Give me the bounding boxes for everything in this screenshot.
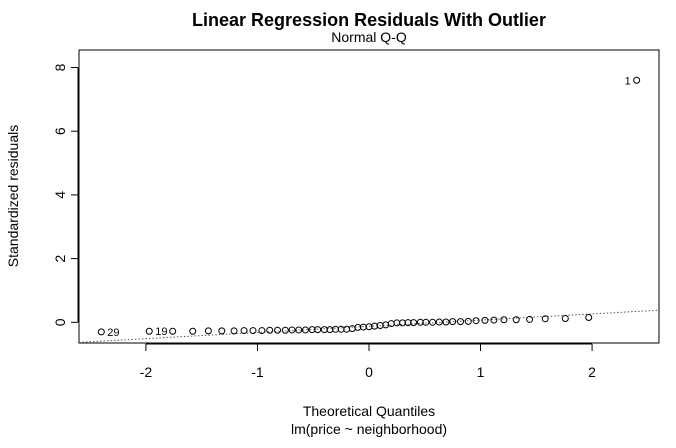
- y-axis: 0 2 4 6 8: [52, 63, 79, 326]
- data-point: [387, 320, 395, 328]
- data-point: [295, 326, 303, 334]
- data-point: [442, 318, 450, 326]
- x-axis-label: Theoretical Quantiles: [303, 403, 435, 419]
- point-label: 19: [155, 326, 167, 338]
- data-point: [541, 315, 549, 323]
- data-point: [258, 327, 266, 335]
- data-point: [464, 317, 472, 325]
- reference-line-group: [78, 309, 660, 343]
- data-point: [410, 319, 418, 327]
- y-tick-label: 4: [52, 191, 68, 199]
- y-axis-label: Standardized residuals: [5, 125, 21, 267]
- point-label: 1: [625, 75, 631, 87]
- x-tick-label: 1: [477, 364, 485, 380]
- data-point: [526, 315, 534, 323]
- y-tick-label: 2: [52, 255, 68, 263]
- data-point: [169, 327, 177, 335]
- data-point: [97, 328, 105, 336]
- data-point: [266, 326, 274, 334]
- data-point: [281, 326, 289, 334]
- data-point: [348, 325, 356, 333]
- y-tick-label: 6: [52, 127, 68, 135]
- qq-reference-line: [78, 309, 660, 343]
- data-point: [145, 327, 153, 335]
- plot-frame: [78, 49, 660, 344]
- data-point: [435, 318, 443, 326]
- data-point: [633, 76, 641, 84]
- data-point: [301, 326, 309, 334]
- data-point: [422, 318, 430, 326]
- data-points: 29 19 1: [97, 75, 641, 339]
- data-point: [500, 316, 508, 324]
- data-point: [189, 327, 197, 335]
- chart-subtitle: Normal Q-Q: [331, 29, 407, 45]
- x-tick-label: -1: [251, 364, 264, 380]
- data-point: [449, 318, 457, 326]
- data-point: [288, 326, 296, 334]
- x-tick-label: 2: [588, 364, 596, 380]
- data-point: [204, 327, 212, 335]
- x-axis-sublabel: lm(price ~ neighborhood): [291, 421, 447, 437]
- chart-title: Linear Regression Residuals With Outlier: [192, 10, 546, 30]
- y-tick-label: 8: [52, 63, 68, 71]
- data-point: [429, 318, 437, 326]
- data-point: [456, 318, 464, 326]
- data-point: [561, 314, 569, 322]
- data-point: [512, 316, 520, 324]
- point-label: 29: [107, 327, 119, 339]
- data-point: [585, 314, 593, 322]
- x-tick-label: 0: [365, 364, 373, 380]
- data-point: [490, 316, 498, 324]
- data-point: [249, 327, 257, 335]
- data-point: [472, 317, 480, 325]
- data-point: [481, 316, 489, 324]
- data-point: [314, 326, 322, 334]
- data-point: [218, 327, 226, 335]
- data-point: [240, 327, 248, 335]
- x-tick-label: -2: [140, 364, 153, 380]
- y-tick-label: 0: [52, 318, 68, 326]
- data-point: [230, 327, 238, 335]
- x-axis: -2 -1 0 1 2: [140, 343, 596, 380]
- data-point: [274, 326, 282, 334]
